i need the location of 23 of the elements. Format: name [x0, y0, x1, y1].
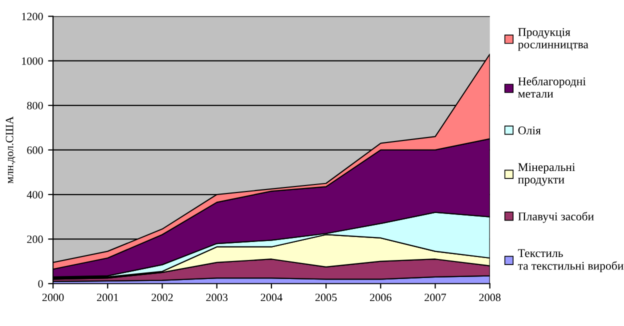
legend-label: Мінеральні продукти: [518, 163, 576, 186]
x-tick-label: 2007: [424, 294, 446, 302]
y-tick-label: 400: [26, 190, 43, 198]
x-tick-label: 2003: [206, 294, 228, 302]
legend-label: Продукція рослинництва: [518, 28, 588, 51]
x-tick-label: 2006: [370, 294, 392, 302]
y-tick-label: 1000: [22, 57, 43, 65]
y-axis-title: млн.дол.США: [6, 116, 16, 184]
y-tick-label: 200: [27, 236, 43, 244]
legend-label: Неблагородні метали: [518, 76, 586, 98]
y-tick-label: 0: [38, 280, 43, 288]
x-tick-label: 2002: [152, 294, 173, 302]
legend-label: Плавучі засоби: [518, 212, 594, 223]
x-tick-label: 2000: [42, 294, 64, 302]
y-tick-label: 600: [27, 146, 43, 154]
y-tick-label: 800: [27, 102, 43, 110]
y-tick-label: 1200: [22, 12, 43, 20]
legend-label: Текстиль та текстильні вироби: [518, 249, 624, 272]
x-tick-label: 2004: [260, 294, 282, 302]
x-tick-label: 2008: [479, 294, 501, 302]
legend-label: Олія: [518, 126, 541, 134]
x-tick-label: 2005: [315, 294, 337, 302]
x-tick-label: 2001: [97, 294, 118, 302]
